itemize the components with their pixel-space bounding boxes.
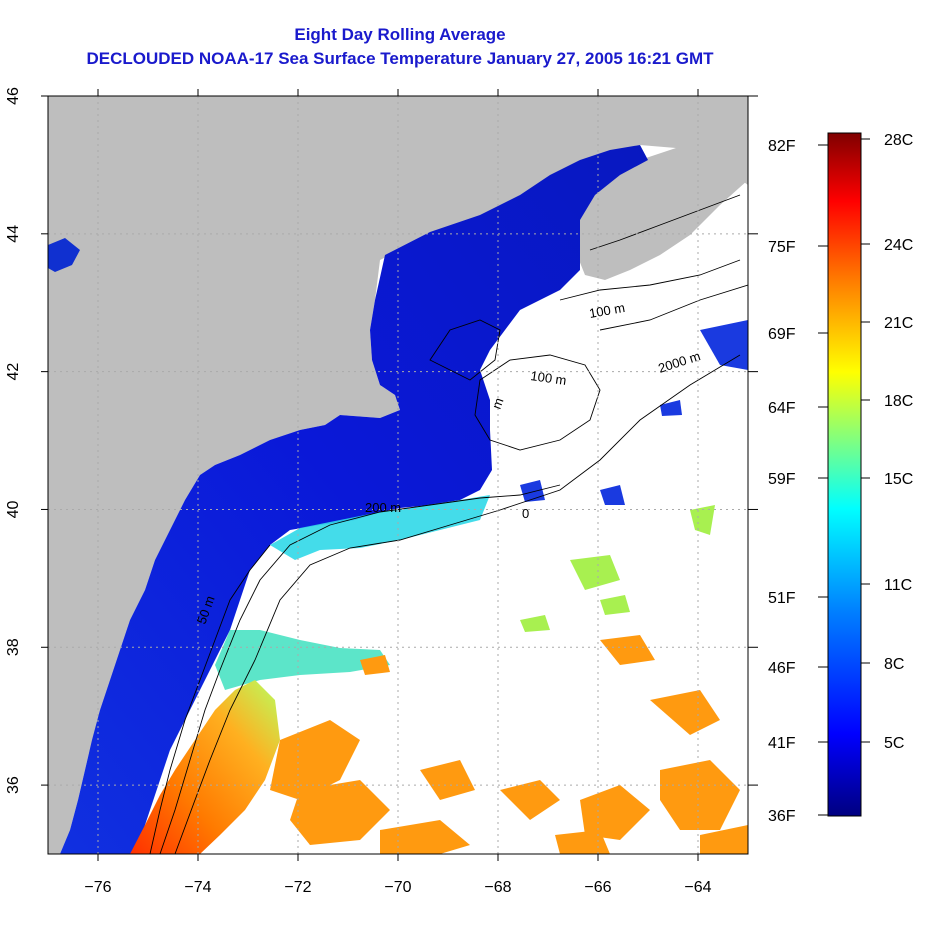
contour-gulf-of-maine <box>559 259 741 301</box>
colorbar-ticks <box>818 138 870 816</box>
lon-tick-label: −64 <box>684 879 711 896</box>
contour-basin <box>429 319 501 381</box>
colorbar-label-celsius: 28C <box>884 132 913 149</box>
lat-tick-label: 38 <box>5 638 22 656</box>
sst-slope-water <box>215 630 390 690</box>
lat-tick-label: 44 <box>5 225 22 243</box>
map-title: Eight Day Rolling Average <box>294 25 506 44</box>
colorbar-label-fahrenheit: 36F <box>768 808 796 825</box>
bathymetry-contours <box>149 194 748 854</box>
map-gridlines <box>48 96 748 854</box>
colorbar-label-fahrenheit: 64F <box>768 400 796 417</box>
axis-ticks <box>41 89 758 861</box>
contour-georges-bank <box>474 354 601 451</box>
contour-label-100m-gom: 100 m <box>588 300 626 321</box>
sst-warm-patches <box>270 635 748 854</box>
lon-tick-label: −74 <box>184 879 211 896</box>
sst-gulf-stream <box>130 680 280 854</box>
colorbar-label-celsius: 24C <box>884 237 913 254</box>
axis-labels: −76 −74 −72 −70 −68 −66 −64 36 38 40 42 44 46 <box>5 87 712 896</box>
lon-tick-label: −76 <box>84 879 111 896</box>
colorbar-label-fahrenheit: 82F <box>768 138 796 155</box>
map-plot-area <box>48 96 748 854</box>
colorbar-label-celsius: 15C <box>884 471 913 488</box>
land-us-coast <box>48 96 748 854</box>
colorbar-label-celsius: 11C <box>884 577 912 594</box>
colorbar-label-fahrenheit: 75F <box>768 239 796 256</box>
colorbar-label-fahrenheit: 59F <box>768 471 796 488</box>
colorbar-label-fahrenheit: 46F <box>768 660 796 677</box>
colorbar <box>827 132 862 817</box>
lat-tick-label: 36 <box>5 776 22 794</box>
sst-shelf-break-front <box>270 495 490 560</box>
lat-tick-label: 46 <box>5 87 22 105</box>
colorbar-label-fahrenheit: 69F <box>768 326 796 343</box>
lon-tick-label: −68 <box>484 879 511 896</box>
contour-50m <box>149 544 271 854</box>
sst-cold-shelf-water <box>60 145 648 854</box>
sst-cold-patch-west <box>48 238 80 272</box>
colorbar-label-fahrenheit: 41F <box>768 735 796 752</box>
colorbar-label-celsius: 8C <box>884 656 904 673</box>
contour-label-m: m <box>489 396 507 411</box>
map-subtitle: DECLOUDED NOAA-17 Sea Surface Temperatur… <box>86 49 714 68</box>
contour-label-100m-gb: 100 m <box>530 368 568 388</box>
lon-tick-label: −72 <box>284 879 311 896</box>
contour-label-200m: 200 m <box>365 500 401 515</box>
contour-label-0: 0 <box>522 506 529 521</box>
contour-scotian-shelf <box>589 194 741 251</box>
contour-200m <box>159 484 561 854</box>
contour-2000m <box>174 354 741 854</box>
lat-tick-label: 42 <box>5 363 22 381</box>
contour-outer <box>599 284 748 331</box>
lon-tick-label: −66 <box>584 879 611 896</box>
lat-tick-label: 40 <box>5 500 22 518</box>
sst-mild-patches <box>520 505 715 632</box>
colorbar-label-celsius: 5C <box>884 735 904 752</box>
colorbar-label-celsius: 21C <box>884 315 913 332</box>
lon-tick-label: −70 <box>384 879 411 896</box>
colorbar-label-celsius: 18C <box>884 393 913 410</box>
colorbar-label-fahrenheit: 51F <box>768 590 796 607</box>
colorbar-labels: 28C 24C 21C 18C 15C 11C 8C 5C 82F 75F 69F 64F 59F 51F… <box>768 132 913 825</box>
